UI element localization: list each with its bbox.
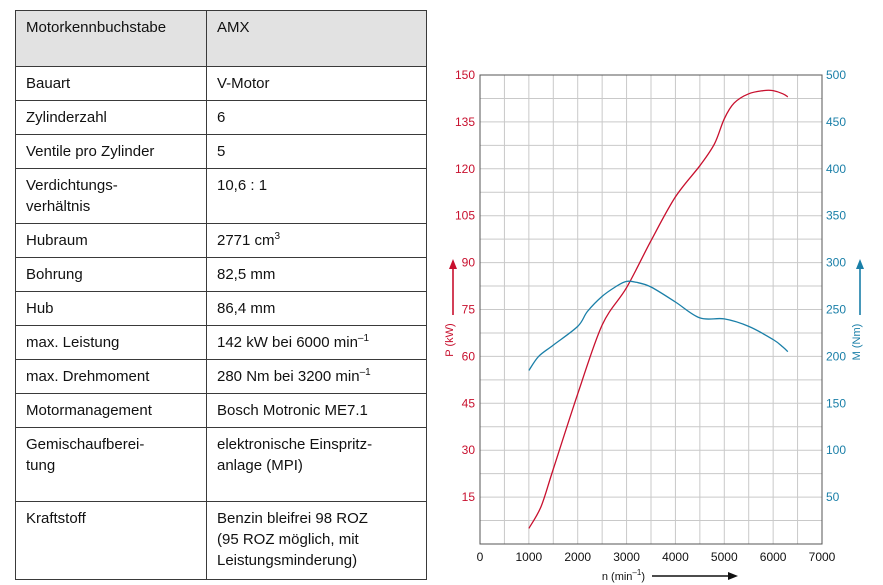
- y-left-axis-label: P (kW): [444, 323, 456, 356]
- y-right-arrow-head: [856, 259, 864, 269]
- spec-value: 6: [206, 100, 427, 135]
- spec-label: Motormanagement: [15, 393, 207, 428]
- x-tick-label: 6000: [760, 550, 787, 564]
- power-curve-line: [528, 89, 789, 529]
- spec-value: Bosch Motronic ME7.1: [206, 393, 427, 428]
- y-right-tick-label: 450: [826, 115, 846, 129]
- spec-label: Kraftstoff: [15, 501, 207, 580]
- spec-label: Hubraum: [15, 223, 207, 258]
- spec-value: 142 kW bei 6000 min–1: [206, 325, 427, 360]
- spec-value: 2771 cm3: [206, 223, 427, 258]
- spec-value: elektronische Einspritz-anlage (MPI): [206, 427, 427, 502]
- y-right-axis-label: M (Nm): [851, 324, 863, 361]
- table-row: Bauart V-Motor: [15, 66, 427, 101]
- x-tick-label: 1000: [516, 550, 543, 564]
- unit-superscript: –1: [357, 333, 370, 344]
- y-left-tick-label: 15: [462, 490, 476, 504]
- y-right-tick-label: 250: [826, 303, 846, 317]
- y-left-tick-label: 135: [455, 115, 475, 129]
- spec-label: max. Leistung: [15, 325, 207, 360]
- y-left-tick-label: 150: [455, 68, 475, 82]
- torque-curve-line: [528, 280, 789, 371]
- spec-label: Bohrung: [15, 257, 207, 292]
- x-axis-arrow-head: [728, 572, 738, 580]
- y-left-tick-label: 120: [455, 162, 475, 176]
- x-tick-label: 5000: [711, 550, 738, 564]
- spec-table: Motorkennbuchstabe AMX Bauart V-Motor Zylind…: [15, 10, 427, 580]
- table-row: Motorkennbuchstabe AMX: [15, 10, 427, 67]
- y-right-tick-label: 300: [826, 256, 846, 270]
- y-left-tick-label: 90: [462, 256, 476, 270]
- table-row: Bohrung 82,5 mm: [15, 257, 427, 292]
- spec-label: Bauart: [15, 66, 207, 101]
- x-tick-label: 4000: [662, 550, 689, 564]
- table-row: max. Leistung 142 kW bei 6000 min–1: [15, 325, 427, 360]
- table-row: Verdichtungs-verhältnis 10,6 : 1: [15, 168, 427, 224]
- table-row: Zylinderzahl 6: [15, 100, 427, 135]
- y-right-tick-label: 50: [826, 490, 840, 504]
- spec-value: 5: [206, 134, 427, 169]
- y-right-tick-label: 150: [826, 396, 846, 410]
- unit-superscript: 3: [274, 231, 281, 242]
- spec-table-body: Motorkennbuchstabe AMX Bauart V-Motor Zylind…: [15, 10, 427, 580]
- y-left-tick-label: 60: [462, 349, 476, 363]
- x-tick-label: 7000: [809, 550, 836, 564]
- spec-value: 82,5 mm: [206, 257, 427, 292]
- x-tick-label: 3000: [613, 550, 640, 564]
- spec-value: 10,6 : 1: [206, 168, 427, 224]
- spec-label: Ventile pro Zylinder: [15, 134, 207, 169]
- spec-label: Gemischaufberei-tung: [15, 427, 207, 502]
- y-right-tick-label: 100: [826, 443, 846, 457]
- y-left-arrow-head: [449, 259, 457, 269]
- y-left-tick-label: 75: [462, 303, 476, 317]
- plot-frame: [479, 74, 823, 545]
- unit-superscript: –1: [359, 367, 371, 378]
- power-torque-chart: 0 1000 2000 3000 4000 5000 6000 7000 15 30 45 60 75 9…: [444, 68, 864, 583]
- spec-value: AMX: [206, 10, 427, 67]
- y-right-tick-label: 200: [826, 349, 846, 363]
- table-row: Motormanagement Bosch Motronic ME7.1: [15, 393, 427, 428]
- spec-label: Hub: [15, 291, 207, 326]
- spec-label: Verdichtungs-verhältnis: [15, 168, 207, 224]
- table-row: max. Drehmoment 280 Nm bei 3200 min–1: [15, 359, 427, 394]
- x-tick-label: 0: [477, 550, 484, 564]
- y-right-tick-label: 350: [826, 209, 846, 223]
- spec-label: Motorkennbuchstabe: [15, 10, 207, 67]
- table-row: Kraftstoff Benzin bleifrei 98 ROZ (95 ROZ …: [15, 501, 427, 580]
- y-right-tick-label: 400: [826, 162, 846, 176]
- y-left-tick-label: 105: [455, 209, 475, 223]
- x-tick-label: 2000: [564, 550, 591, 564]
- table-row: Hubraum 2771 cm3: [15, 223, 427, 258]
- y-right-tick-label: 500: [826, 68, 846, 82]
- x-axis-label: n (min–1): [602, 568, 645, 583]
- spec-label: Zylinderzahl: [15, 100, 207, 135]
- y-left-tick-label: 30: [462, 443, 476, 457]
- spec-label: max. Drehmoment: [15, 359, 207, 394]
- spec-value: 86,4 mm: [206, 291, 427, 326]
- table-row: Hub 86,4 mm: [15, 291, 427, 326]
- y-left-tick-label: 45: [462, 396, 476, 410]
- spec-value: Benzin bleifrei 98 ROZ (95 ROZ möglich, m…: [206, 501, 427, 580]
- table-row: Ventile pro Zylinder 5: [15, 134, 427, 169]
- spec-value: V-Motor: [206, 66, 427, 101]
- spec-value: 280 Nm bei 3200 min–1: [206, 359, 427, 394]
- table-row: Gemischaufberei-tung elektronische Einspr…: [15, 427, 427, 502]
